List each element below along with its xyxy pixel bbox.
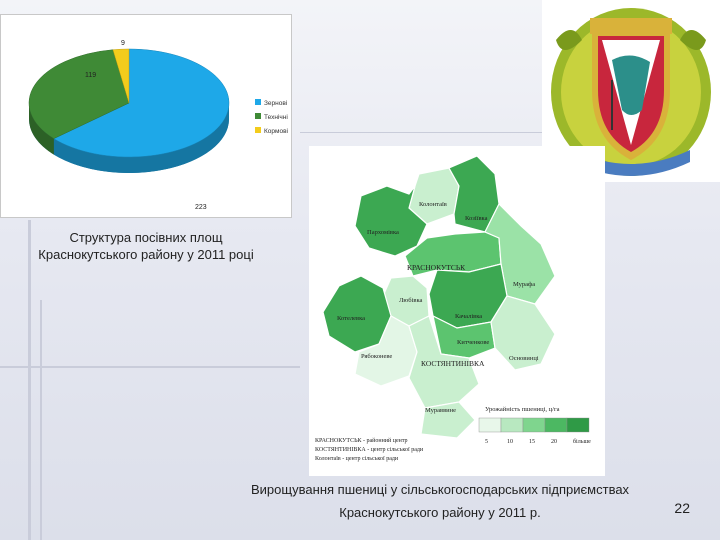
decor-vertical-line [40,300,42,540]
map-caption-line1: Вирощування пшениці у сільськогосподарсь… [250,482,630,497]
slide-number: 22 [674,500,690,516]
map-legend-swatch [566,417,590,433]
map-district-label: КОСТЯНТИНІВКА [421,359,485,368]
map-district-label: Китченкове [457,339,489,346]
map-district-label: Качалівка [455,313,482,320]
map-legend-swatch [522,417,546,433]
map-district-label: Котелевка [337,315,365,322]
legend-entry: Кормові [264,127,288,135]
map-key-line: Колонтаїв - центр сільської ради [315,456,399,462]
legend-entry: Зернові [264,99,287,107]
map-district [420,401,476,439]
map-district-label: Основинці [509,355,539,362]
map-district-label: Рябоконеве [361,353,392,360]
pie-slice [53,48,230,158]
pie-slice-side [53,103,230,173]
coat-of-arms [542,0,720,182]
legend-swatch [255,127,261,133]
pie-slice-label: 223 [195,204,207,211]
map-key-line: КРАСНОКУТСЬК - районний центр [315,437,408,444]
map-legend-title: Урожайність пшениці, ц/га [485,406,560,413]
pie-caption: Структура посівних площ Краснокутського … [0,229,292,263]
map-district-label: Колонтаїв [419,201,447,208]
map-district-label: КРАСНОКУТСЬК [407,263,466,272]
map-legend-tick: 5 [485,439,488,445]
map-caption: Вирощування пшениці у сільськогосподарсь… [200,481,680,521]
map-legend-tick: більше [573,438,591,445]
wheat-map: Колонтаїв Козіївка Пархомівка КРАСНОКУТСЬК М… [309,146,605,476]
pie-chart-frame: 223 119 9 Зернові Технічні Кормові [0,14,292,218]
map-district-label: Мурафа [513,281,535,288]
pie-slice [112,48,130,104]
map-district-label: Мураввине [425,407,456,414]
map-district-label: Любівка [399,297,423,304]
map-district-label: Козіївка [465,215,488,222]
map-district [490,295,556,371]
pie-slice-side [29,103,54,155]
pie-caption-line2: Краснокутського району у 2011 році [38,247,254,262]
pie-slice-label: 9 [121,40,125,47]
pie-slice [28,49,130,139]
pie-slice-label: 119 [85,72,96,79]
decor-horizontal-line [0,366,300,368]
map-legend-swatch [500,417,524,433]
map-legend-tick: 20 [551,439,557,445]
map-district [484,202,556,305]
map-district [354,185,428,257]
pie-caption-line1: Структура посівних площ [69,230,223,245]
legend-swatch [255,113,261,119]
decor-horizontal-line [300,132,550,133]
map-district [408,315,480,409]
map-legend-tick: 10 [507,439,513,445]
legend-entry: Технічні [264,113,288,121]
legend-swatch [255,99,261,105]
map-legend-swatch [544,417,568,433]
map-legend-tick: 15 [529,439,535,445]
map-legend-swatch [478,417,502,433]
pie-chart: 223 119 9 Зернові Технічні Кормові [28,40,288,211]
map-key-line: КОСТЯНТИНІВКА - центр сільської ради [315,447,424,453]
map-district-label: Пархомівка [367,229,399,236]
map-caption-line2: Краснокутського району у 2011 р. [339,505,541,520]
decor-vertical-line [28,220,31,540]
